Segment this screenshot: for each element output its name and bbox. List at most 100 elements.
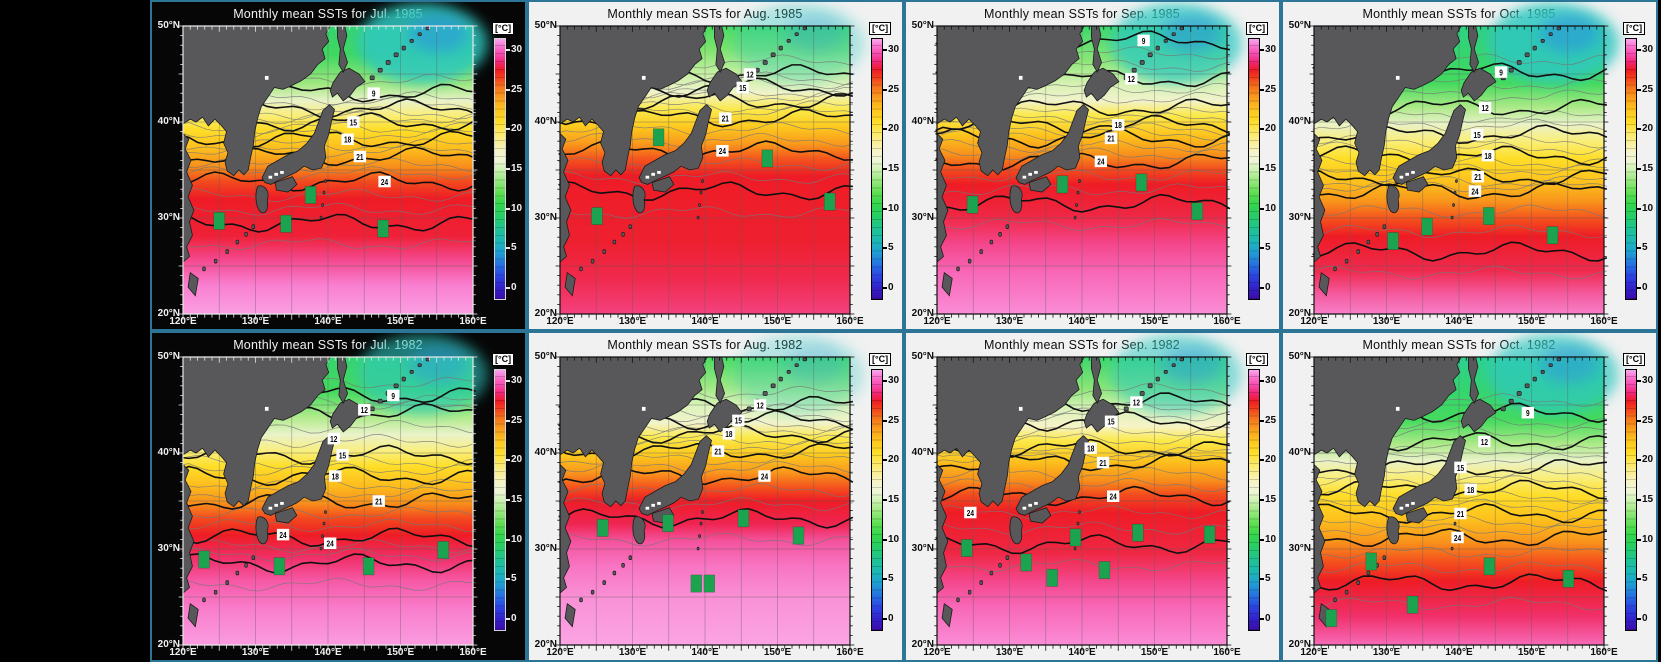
colorbar-tick-label: 25 bbox=[1265, 83, 1277, 95]
data-gap-speck bbox=[651, 503, 655, 507]
isotherm-label: 18 bbox=[1115, 120, 1123, 130]
station-marker bbox=[1421, 217, 1433, 236]
data-gap-speck bbox=[645, 175, 650, 179]
colorbar-tick-label: 20 bbox=[888, 123, 900, 135]
colorbar bbox=[1248, 369, 1260, 631]
colorbar-unit-label: [°C] bbox=[492, 22, 515, 35]
data-gap-speck bbox=[1018, 75, 1023, 80]
plot-frame bbox=[1314, 26, 1604, 314]
x-axis-label: 120°E bbox=[169, 647, 197, 658]
x-axis-label: 140°E bbox=[1068, 316, 1096, 327]
isotherm-label: 18 bbox=[725, 429, 733, 439]
colorbar-tick bbox=[883, 207, 887, 210]
colorbar-tick bbox=[1637, 247, 1641, 250]
colorbar-tick-label: 5 bbox=[511, 242, 517, 254]
y-axis-label: 50°N bbox=[534, 351, 557, 362]
colorbar-tick bbox=[1260, 618, 1264, 621]
y-axis-label: 40°N bbox=[911, 116, 934, 127]
colorbar-tick bbox=[883, 48, 887, 51]
x-axis-label: 150°E bbox=[763, 316, 792, 327]
isotherm-label: 15 bbox=[1107, 417, 1115, 427]
colorbar-tick-label: 10 bbox=[1642, 533, 1654, 545]
colorbar-tick-label: 15 bbox=[1265, 494, 1277, 505]
data-gap-speck bbox=[1399, 506, 1404, 510]
isotherms-thin bbox=[936, 47, 1230, 231]
y-axis-label: 50°N bbox=[534, 20, 557, 31]
sst-panel: Monthly mean SSTs for Jul. 1985 9 15 18 21 24… bbox=[150, 0, 527, 331]
colorbar-unit-label: [°C] bbox=[492, 353, 515, 366]
y-axis-label: 20°N bbox=[911, 639, 934, 650]
isotherm-label: 12 bbox=[330, 434, 337, 444]
x-axis-label: 120°E bbox=[546, 647, 574, 658]
colorbar-tick-label: 0 bbox=[888, 282, 894, 294]
isotherm-label: 24 bbox=[381, 177, 389, 187]
isotherm-label: 9 bbox=[372, 89, 376, 99]
station-marker bbox=[703, 574, 716, 593]
sst-map: 9 12 15 18 21 24 bbox=[1313, 333, 1619, 645]
station-marker bbox=[213, 211, 225, 230]
isotherm-label: 9 bbox=[391, 391, 395, 401]
y-axis-label: 40°N bbox=[157, 116, 180, 127]
station-markers bbox=[1325, 552, 1575, 628]
data-gap-speck bbox=[1405, 172, 1409, 176]
data-gap-speck bbox=[268, 175, 273, 179]
sst-map: 12 15 18 21 24 24 bbox=[937, 333, 1242, 645]
station-marker bbox=[966, 195, 979, 214]
panel-grid: Monthly mean SSTs for Jul. 1985 9 15 18 21 24… bbox=[150, 0, 1658, 662]
isotherm-label: 24 bbox=[327, 539, 335, 549]
y-axis-label: 50°N bbox=[1288, 20, 1311, 31]
colorbar-tick bbox=[1260, 207, 1264, 210]
colorbar-tick-label: 30 bbox=[511, 43, 523, 55]
isotherm-label: 12 bbox=[1481, 437, 1488, 447]
colorbar-tick-label: 20 bbox=[1642, 454, 1654, 466]
colorbar-tick bbox=[1637, 128, 1641, 131]
isotherm-24 bbox=[1313, 529, 1607, 546]
left-black-strip bbox=[0, 0, 150, 662]
x-axis-label: 160°E bbox=[459, 647, 487, 658]
colorbar-tick-label: 30 bbox=[888, 43, 900, 55]
data-gap-speck bbox=[1395, 406, 1400, 411]
axis-ticks bbox=[1310, 357, 1609, 651]
isotherms-bold bbox=[182, 388, 476, 573]
colorbar-tick bbox=[883, 578, 887, 581]
colorbar-tick-label: 0 bbox=[1265, 282, 1271, 294]
isotherms-thin bbox=[1313, 394, 1607, 611]
y-axis-label: 20°N bbox=[534, 308, 557, 319]
colorbar-tick-label: 25 bbox=[511, 414, 523, 426]
data-gap-speck bbox=[641, 406, 646, 411]
isotherm-label: 21 bbox=[722, 114, 730, 124]
colorbar-tick-label: 0 bbox=[511, 282, 517, 294]
plot-frame bbox=[937, 357, 1227, 645]
data-gap-speck bbox=[280, 170, 284, 174]
data-gap-speck bbox=[264, 406, 269, 411]
colorbar-tick-label: 20 bbox=[511, 454, 523, 466]
y-axis-label: 50°N bbox=[1288, 351, 1311, 362]
station-marker bbox=[1546, 226, 1559, 245]
station-marker bbox=[792, 526, 805, 545]
x-axis-label: 140°E bbox=[1068, 647, 1096, 658]
isotherm-label: 24 bbox=[1097, 157, 1105, 167]
axis-ticks bbox=[1310, 26, 1609, 320]
colorbar-tick-label: 25 bbox=[888, 83, 900, 95]
isotherm-label: 9 bbox=[1499, 68, 1503, 78]
x-axis-label: 130°E bbox=[618, 316, 647, 327]
data-gap-speck bbox=[657, 501, 661, 505]
x-axis-label: 150°E bbox=[763, 647, 792, 658]
y-axis-label: 30°N bbox=[534, 543, 557, 554]
colorbar-tick bbox=[506, 459, 510, 462]
x-axis-label: 130°E bbox=[618, 647, 647, 658]
station-marker bbox=[1069, 528, 1082, 547]
y-axis-label: 20°N bbox=[157, 639, 180, 650]
plot-frame bbox=[1314, 357, 1604, 645]
data-gap-speck bbox=[274, 503, 278, 507]
colorbar-tick bbox=[506, 247, 510, 250]
y-axis-label: 20°N bbox=[1288, 639, 1311, 650]
station-marker bbox=[662, 514, 674, 533]
x-axis-label: 130°E bbox=[1372, 647, 1401, 658]
data-gap-speck bbox=[268, 506, 273, 510]
plot-frame bbox=[560, 26, 850, 314]
cold-water-patch bbox=[357, 2, 488, 84]
data-gap-speck bbox=[1022, 506, 1027, 510]
